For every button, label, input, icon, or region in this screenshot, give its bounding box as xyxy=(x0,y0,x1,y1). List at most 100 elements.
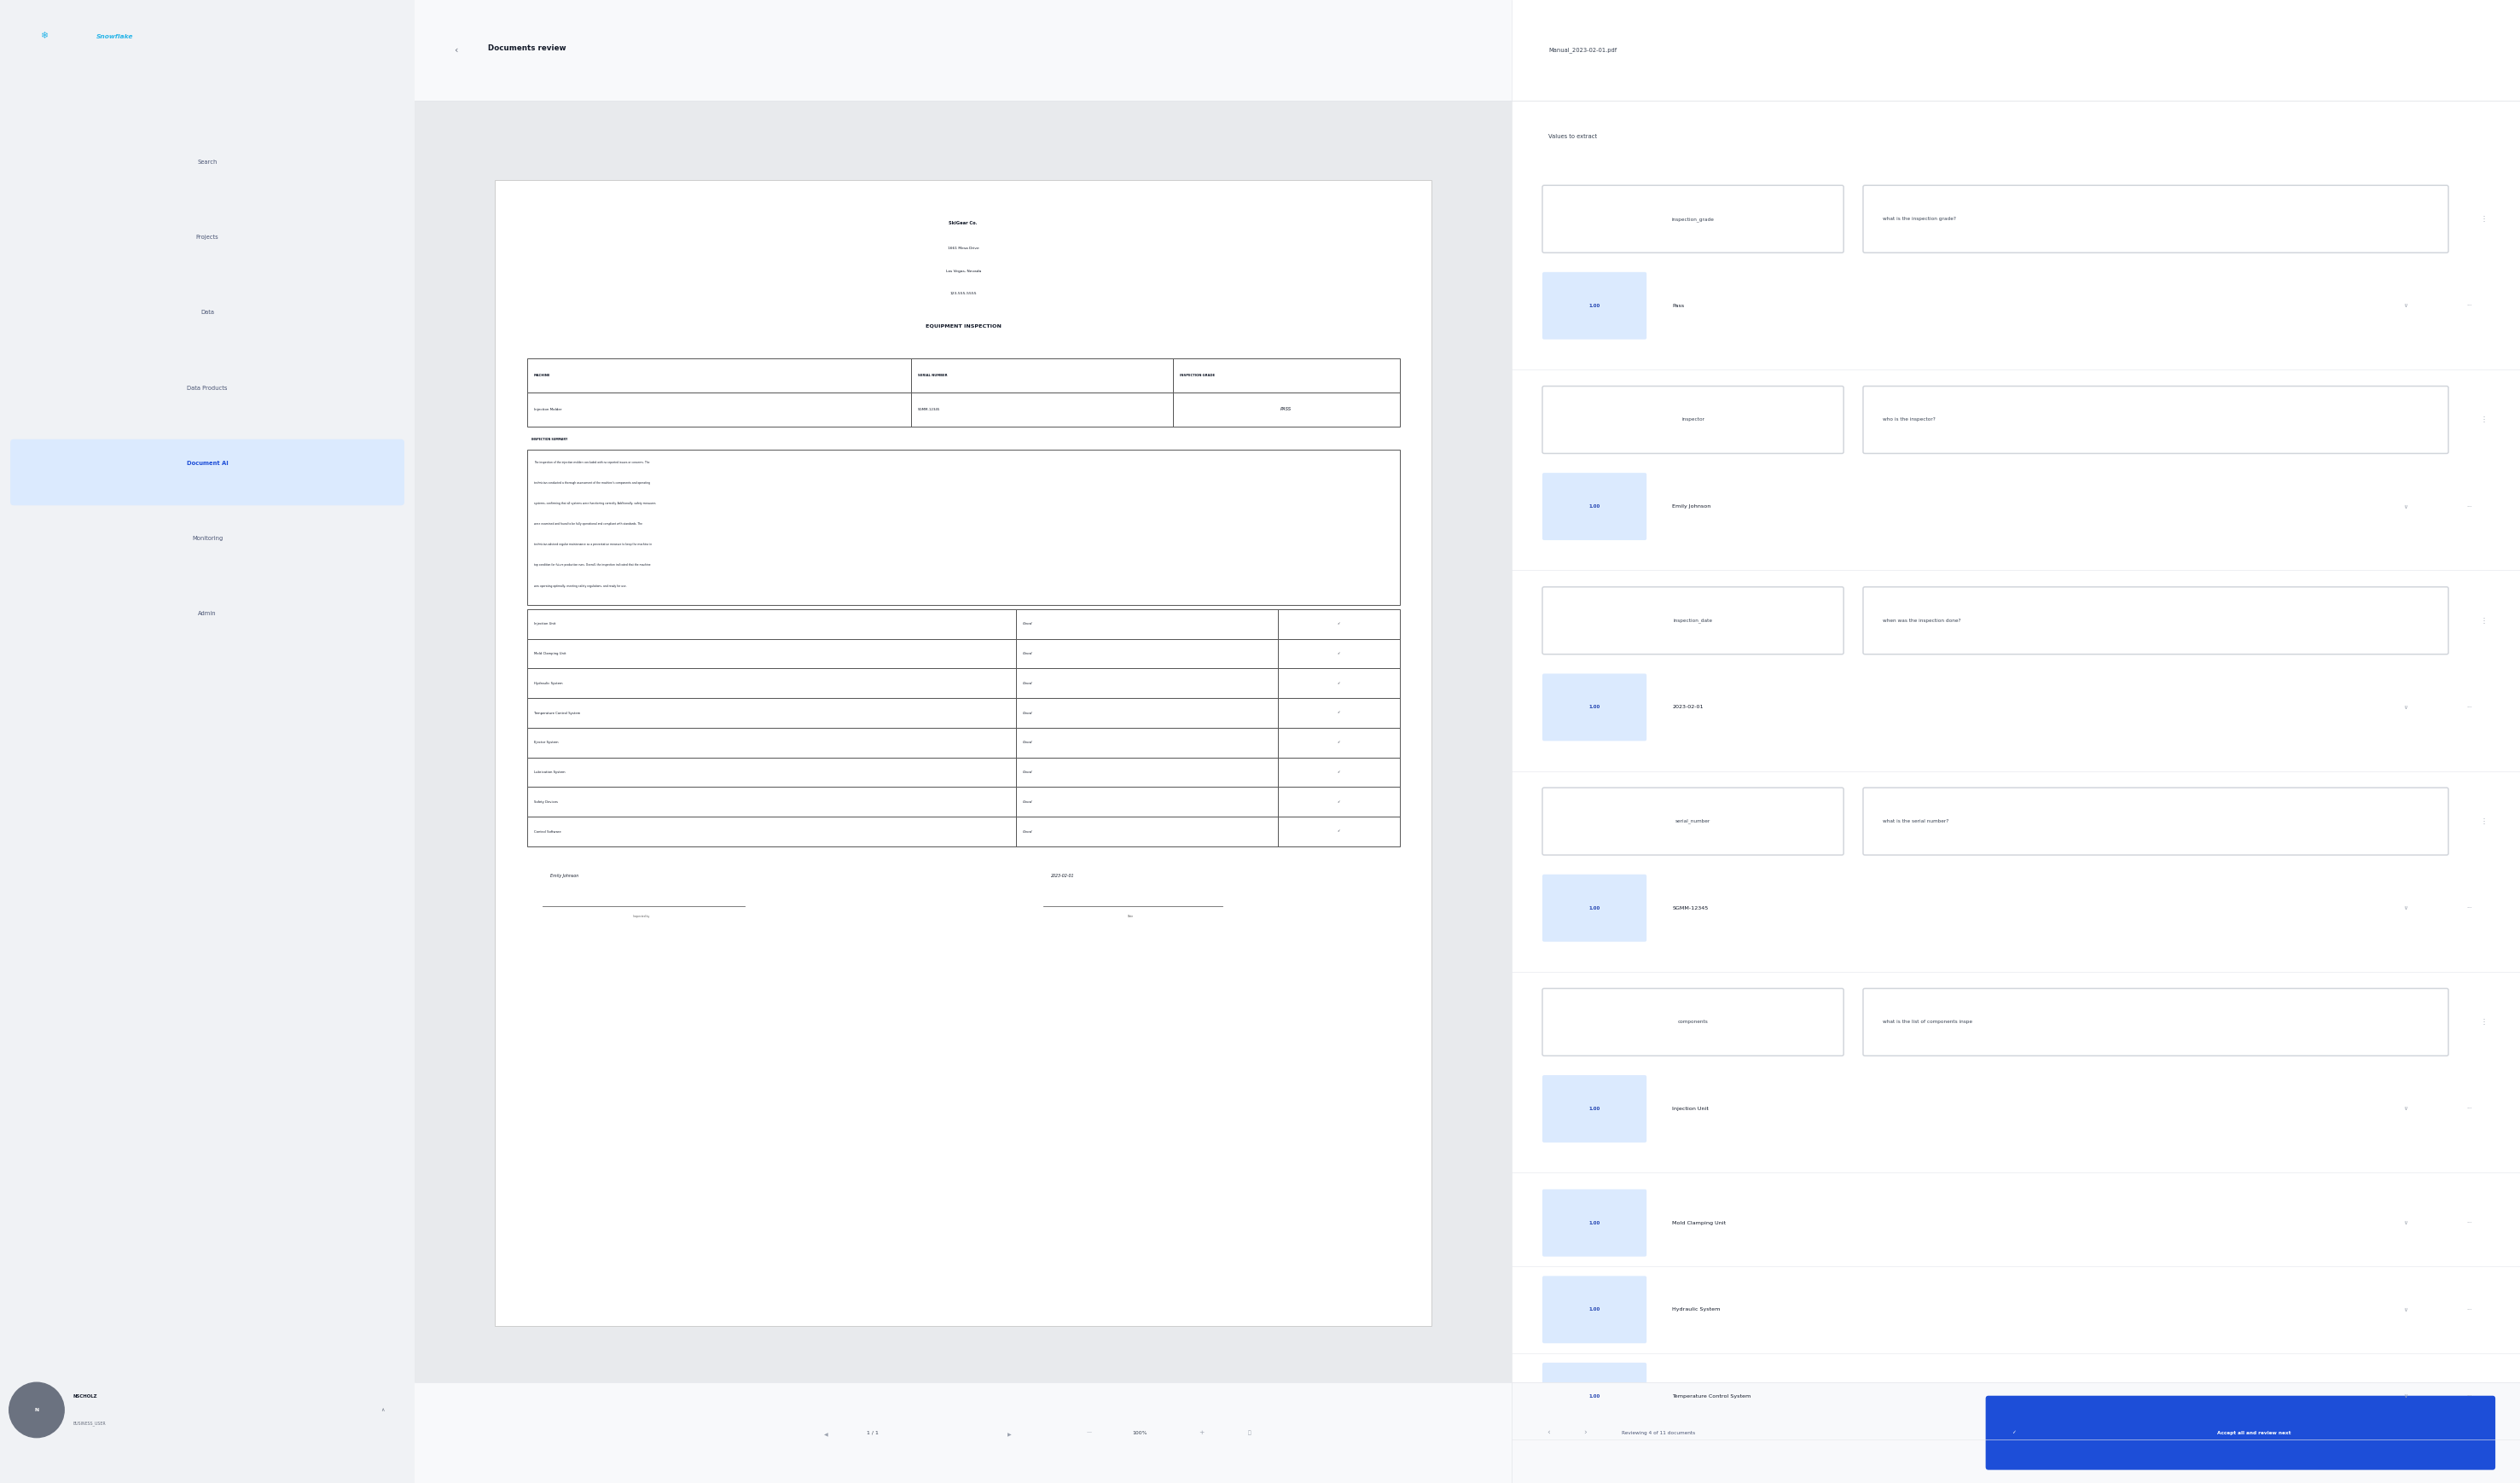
Text: Temperature Control System: Temperature Control System xyxy=(1673,1394,1751,1398)
Text: ✓: ✓ xyxy=(1338,771,1341,774)
Text: Pass: Pass xyxy=(1673,304,1683,308)
Text: Search: Search xyxy=(197,160,217,165)
FancyBboxPatch shape xyxy=(910,359,1172,393)
FancyBboxPatch shape xyxy=(1278,698,1399,728)
Text: ⋮: ⋮ xyxy=(2480,415,2487,424)
Text: ∨: ∨ xyxy=(2404,1221,2407,1225)
Text: ∧: ∧ xyxy=(381,1407,386,1412)
Text: what is the list of components inspe: what is the list of components inspe xyxy=(1882,1020,1973,1025)
FancyBboxPatch shape xyxy=(1542,1275,1646,1344)
FancyBboxPatch shape xyxy=(1862,787,2449,856)
FancyBboxPatch shape xyxy=(527,728,1016,758)
Text: ✓: ✓ xyxy=(1338,682,1341,685)
Text: ❄: ❄ xyxy=(40,33,48,40)
Text: ∨: ∨ xyxy=(2404,1307,2407,1312)
Text: Emily Johnson: Emily Johnson xyxy=(1673,504,1711,509)
Text: MACHINE: MACHINE xyxy=(534,374,549,377)
FancyBboxPatch shape xyxy=(1542,587,1845,654)
Text: 2023-02-01: 2023-02-01 xyxy=(1673,704,1704,709)
Text: Document AI: Document AI xyxy=(186,461,229,466)
Text: PASS: PASS xyxy=(1280,408,1293,412)
Text: ⋮: ⋮ xyxy=(2480,617,2487,624)
Text: ···: ··· xyxy=(2467,504,2472,509)
Text: serial_number: serial_number xyxy=(1676,819,1711,823)
Text: components: components xyxy=(1678,1020,1709,1025)
Text: Emily Johnson: Emily Johnson xyxy=(549,873,577,878)
Text: Good: Good xyxy=(1023,742,1033,744)
FancyBboxPatch shape xyxy=(1542,989,1845,1056)
Text: Mold Clamping Unit: Mold Clamping Unit xyxy=(534,653,567,655)
Text: SGMM-12345: SGMM-12345 xyxy=(1673,906,1709,911)
Text: ···: ··· xyxy=(2467,1394,2472,1398)
FancyBboxPatch shape xyxy=(527,393,910,427)
FancyBboxPatch shape xyxy=(1542,1363,1646,1430)
FancyBboxPatch shape xyxy=(0,0,416,1483)
FancyBboxPatch shape xyxy=(1862,587,2449,654)
FancyBboxPatch shape xyxy=(1542,1075,1646,1142)
FancyBboxPatch shape xyxy=(1172,359,1399,393)
Text: +: + xyxy=(1200,1430,1205,1436)
Text: 1.00: 1.00 xyxy=(1588,906,1600,911)
Text: SkiGear Co.: SkiGear Co. xyxy=(950,221,978,225)
FancyBboxPatch shape xyxy=(1278,610,1399,639)
FancyBboxPatch shape xyxy=(1512,1382,2520,1483)
Text: ···: ··· xyxy=(2467,1221,2472,1225)
FancyBboxPatch shape xyxy=(1278,728,1399,758)
Text: Injection Molder: Injection Molder xyxy=(534,408,562,411)
Text: 100%: 100% xyxy=(1131,1431,1147,1436)
Circle shape xyxy=(10,1382,63,1437)
FancyBboxPatch shape xyxy=(910,393,1172,427)
FancyBboxPatch shape xyxy=(1512,0,2520,1483)
FancyBboxPatch shape xyxy=(1278,669,1399,698)
Text: Good: Good xyxy=(1023,830,1033,833)
Text: who is the inspector?: who is the inspector? xyxy=(1882,418,1935,423)
FancyBboxPatch shape xyxy=(1016,669,1278,698)
Text: ◀: ◀ xyxy=(824,1433,829,1437)
Text: 1.00: 1.00 xyxy=(1588,1106,1600,1111)
Text: N: N xyxy=(35,1407,38,1412)
Text: inspector: inspector xyxy=(1681,418,1704,423)
Text: 1.00: 1.00 xyxy=(1588,1221,1600,1225)
Text: Injection Unit: Injection Unit xyxy=(534,623,554,626)
Text: Good: Good xyxy=(1023,653,1033,655)
FancyBboxPatch shape xyxy=(527,669,1016,698)
Text: ∨: ∨ xyxy=(2404,1106,2407,1111)
FancyBboxPatch shape xyxy=(527,449,1399,605)
FancyBboxPatch shape xyxy=(1542,185,1845,252)
Text: when was the inspection done?: when was the inspection done? xyxy=(1882,618,1961,623)
Text: Values to extract: Values to extract xyxy=(1550,135,1598,139)
Text: ···: ··· xyxy=(2467,303,2472,308)
Text: Hydraulic System: Hydraulic System xyxy=(1673,1308,1721,1312)
Text: ···: ··· xyxy=(2467,1106,2472,1111)
FancyBboxPatch shape xyxy=(1542,673,1646,742)
FancyBboxPatch shape xyxy=(1278,787,1399,817)
FancyBboxPatch shape xyxy=(527,787,1016,817)
FancyBboxPatch shape xyxy=(10,439,403,506)
Text: Ejector System: Ejector System xyxy=(534,742,559,744)
Text: Admin: Admin xyxy=(199,611,217,617)
Text: ···: ··· xyxy=(2467,906,2472,911)
Text: what is the inspection grade?: what is the inspection grade? xyxy=(1882,217,1956,221)
Text: technician conducted a thorough assessment of the machine's components and opera: technician conducted a thorough assessme… xyxy=(534,482,650,485)
FancyBboxPatch shape xyxy=(1542,386,1845,454)
FancyBboxPatch shape xyxy=(527,817,1016,847)
FancyBboxPatch shape xyxy=(527,639,1016,669)
Text: ✓: ✓ xyxy=(1338,801,1341,804)
Text: Safety Devices: Safety Devices xyxy=(534,801,557,804)
FancyBboxPatch shape xyxy=(1278,639,1399,669)
Text: ›: › xyxy=(1583,1430,1588,1437)
FancyBboxPatch shape xyxy=(1862,386,2449,454)
Text: ⋮: ⋮ xyxy=(2480,817,2487,825)
Text: —: — xyxy=(1086,1431,1091,1436)
Text: Documents review: Documents review xyxy=(489,44,567,52)
Text: ✓: ✓ xyxy=(2011,1431,2016,1436)
Text: ⌕: ⌕ xyxy=(1247,1431,1252,1436)
FancyBboxPatch shape xyxy=(1542,875,1646,942)
FancyBboxPatch shape xyxy=(416,101,1512,1382)
FancyBboxPatch shape xyxy=(1016,639,1278,669)
FancyBboxPatch shape xyxy=(527,359,910,393)
FancyBboxPatch shape xyxy=(1542,473,1646,540)
Text: Monitoring: Monitoring xyxy=(192,535,222,541)
Text: Injection Unit: Injection Unit xyxy=(1673,1106,1709,1111)
Text: ⋮: ⋮ xyxy=(2480,1019,2487,1026)
